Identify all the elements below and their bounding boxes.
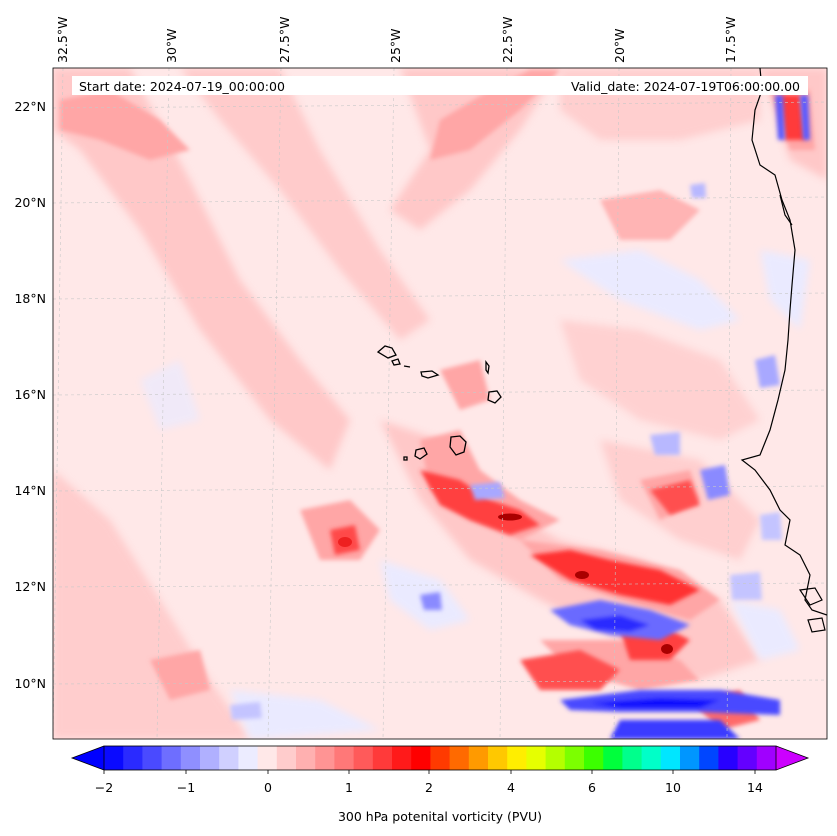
colorbar-cell xyxy=(430,746,450,770)
cape-verde-islands xyxy=(376,345,502,461)
colorbar-cell xyxy=(296,746,316,770)
colorbar-cell xyxy=(756,746,777,770)
pv-field xyxy=(53,68,827,739)
colorbar-cell xyxy=(622,746,642,770)
lon-label: 22.5°W xyxy=(500,17,515,63)
colorbar-cell xyxy=(104,746,124,770)
colorbar-cell xyxy=(411,746,431,770)
colorbar-tick-label: 0 xyxy=(264,780,272,795)
colorbar-under-arrow xyxy=(72,746,104,770)
lon-label: 30°W xyxy=(164,28,179,63)
latitude-axis-labels: 22°N 20°N 18°N 16°N 14°N 12°N 10°N xyxy=(14,99,46,691)
valid-date-label: Valid_date: 2024-07-19T06:00:00.00 xyxy=(571,79,800,94)
colorbar-cell xyxy=(603,746,623,770)
colorbar-tick-label: −1 xyxy=(177,780,195,795)
lat-label: 14°N xyxy=(14,483,46,498)
date-header-box xyxy=(72,76,808,95)
colorbar-tick-label: 14 xyxy=(747,780,763,795)
colorbar-cell xyxy=(353,746,374,770)
colorbar-cell xyxy=(545,746,566,770)
colorbar-tick-label: −2 xyxy=(95,780,113,795)
colorbar-over-arrow xyxy=(776,746,808,770)
colorbar-title: 300 hPa potenital vorticity (PVU) xyxy=(338,809,542,824)
colorbar-cell xyxy=(219,746,239,770)
lat-label: 20°N xyxy=(14,195,46,210)
colorbar-tick-label: 1 xyxy=(345,780,353,795)
colorbar-cell xyxy=(584,746,604,770)
colorbar-cell xyxy=(238,746,258,770)
lat-label: 12°N xyxy=(14,579,46,594)
colorbar-ticks: −2 −1 0 1 2 4 6 10 14 xyxy=(95,770,763,795)
colorbar-cell xyxy=(123,746,143,770)
colorbar-cell xyxy=(315,746,335,770)
coastline xyxy=(740,68,827,633)
colorbar-cell xyxy=(142,746,162,770)
dark-red-spots xyxy=(338,513,673,654)
lon-label: 17.5°W xyxy=(723,17,738,63)
colorbar-cell xyxy=(257,746,278,770)
colorbar-cell xyxy=(449,746,470,770)
colorbar-tick-label: 2 xyxy=(425,780,433,795)
colorbar-cell xyxy=(468,746,489,770)
blue-patches xyxy=(230,95,810,739)
colorbar-cell xyxy=(718,746,738,770)
map-frame xyxy=(52,67,828,740)
colorbar-cell xyxy=(334,746,354,770)
colorbar-cell xyxy=(737,746,758,770)
colorbar-cell xyxy=(161,746,182,770)
colorbar-tick-label: 6 xyxy=(588,780,596,795)
colorbar-cell xyxy=(526,746,546,770)
colorbar-tick-label: 10 xyxy=(665,780,681,795)
lat-label: 18°N xyxy=(14,291,46,306)
lon-label: 25°W xyxy=(388,28,403,63)
colorbar-cell xyxy=(372,746,393,770)
lon-label: 20°W xyxy=(612,28,627,63)
colorbar-cell xyxy=(507,746,527,770)
colorbar-cell xyxy=(488,746,508,770)
longitude-axis-labels: 32.5°W 30°W 27.5°W 25°W 22.5°W 20°W 17.5… xyxy=(55,17,738,63)
colorbar-cells xyxy=(104,746,777,770)
colorbar-cell xyxy=(660,746,681,770)
colorbar-cell xyxy=(180,746,201,770)
colorbar-cell xyxy=(276,746,297,770)
lat-label: 16°N xyxy=(14,387,46,402)
lon-label: 32.5°W xyxy=(55,17,70,63)
colorbar-cell xyxy=(564,746,585,770)
colorbar-cell xyxy=(641,746,662,770)
lat-label: 10°N xyxy=(14,676,46,691)
colorbar-tick-label: 4 xyxy=(507,780,515,795)
colorbar: −2 −1 0 1 2 4 6 10 14 300 hPa potenital … xyxy=(70,745,810,824)
colorbar-cell xyxy=(680,746,700,770)
colorbar-outline xyxy=(103,745,777,771)
colorbar-cell xyxy=(392,746,412,770)
start-date-label: Start date: 2024-07-19_00:00:00 xyxy=(79,79,285,94)
colorbar-cell xyxy=(200,746,220,770)
colorbar-cell xyxy=(699,746,719,770)
lat-label: 22°N xyxy=(14,99,46,114)
lon-label: 27.5°W xyxy=(277,17,292,63)
colorbar-arrow-outline xyxy=(70,745,810,771)
gridlines xyxy=(53,68,827,739)
